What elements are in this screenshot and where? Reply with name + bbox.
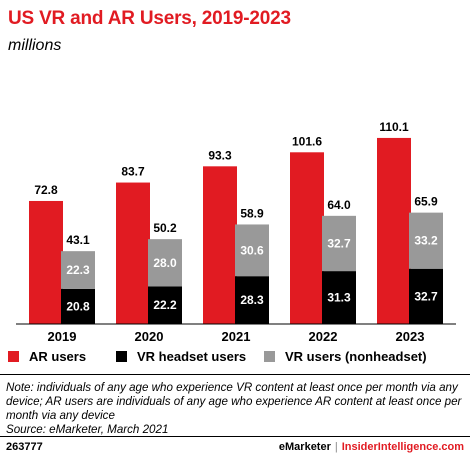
bar-ar-2020 bbox=[116, 182, 150, 324]
label-vr-headset-2023: 32.7 bbox=[414, 289, 438, 303]
footer: 263777 eMarketer | InsiderIntelligence.com bbox=[0, 438, 470, 457]
legend-swatch-ar bbox=[8, 351, 19, 362]
label-ar-2020: 83.7 bbox=[121, 165, 145, 179]
bar-vr-headset-2021 bbox=[235, 276, 269, 324]
x-tick-label-2020: 2020 bbox=[135, 329, 164, 344]
note-line: Note: individuals of any age who experie… bbox=[6, 381, 458, 394]
bar-vr-nonheadset-2023 bbox=[409, 212, 443, 269]
label-vr-nonheadset-2021: 30.6 bbox=[240, 243, 264, 257]
bar-vr-headset-2019 bbox=[61, 288, 95, 324]
label-vr-nonheadset-2023: 33.2 bbox=[414, 234, 438, 248]
legend: AR users VR headset users VR users (nonh… bbox=[8, 349, 468, 369]
bar-chart: 72.8 20.8 22.3 43.1 2019 83.7 22.2 28.0 50.2 2020… bbox=[16, 120, 456, 344]
x-tick-label-2021: 2021 bbox=[222, 329, 251, 344]
legend-label-vr-headset: VR headset users bbox=[137, 349, 247, 364]
label-vr-nonheadset-2020: 28.0 bbox=[153, 256, 177, 270]
label-vr-total-2019: 43.1 bbox=[66, 233, 90, 247]
label-vr-total-2023: 65.9 bbox=[414, 195, 438, 209]
bar-vr-nonheadset-2019 bbox=[61, 251, 95, 289]
label-vr-total-2022: 64.0 bbox=[327, 198, 351, 212]
x-tick-label-2022: 2022 bbox=[309, 329, 338, 344]
chart-subtitle: millions bbox=[8, 37, 62, 54]
label-vr-headset-2021: 28.3 bbox=[240, 293, 264, 307]
bar-vr-headset-2022 bbox=[322, 271, 356, 324]
note-line: device; AR users are individuals of any … bbox=[6, 395, 462, 408]
legend-item-ar: AR users bbox=[8, 349, 86, 364]
chart-title: US VR and AR Users, 2019-2023 bbox=[8, 8, 291, 29]
source-line: Source: eMarketer, March 2021 bbox=[6, 423, 169, 436]
bar-vr-nonheadset-2021 bbox=[235, 224, 269, 277]
brand: eMarketer | InsiderIntelligence.com bbox=[279, 441, 464, 453]
label-ar-2021: 93.3 bbox=[208, 148, 232, 162]
legend-swatch-vr-nonheadset bbox=[264, 351, 275, 362]
divider-bottom bbox=[0, 436, 470, 437]
legend-swatch-vr-headset bbox=[116, 351, 127, 362]
label-vr-total-2020: 50.2 bbox=[153, 221, 177, 235]
x-tick-label-2019: 2019 bbox=[48, 329, 77, 344]
bar-ar-2021 bbox=[203, 166, 237, 324]
figure-id: 263777 bbox=[6, 441, 43, 453]
x-tick-label-2023: 2023 bbox=[396, 329, 425, 344]
label-vr-headset-2019: 20.8 bbox=[66, 299, 90, 313]
bar-vr-headset-2020 bbox=[148, 286, 182, 324]
note-block: Note: individuals of any age who experie… bbox=[6, 381, 468, 437]
bar-ar-2022 bbox=[290, 152, 324, 324]
label-vr-headset-2022: 31.3 bbox=[327, 291, 351, 305]
label-vr-nonheadset-2019: 22.3 bbox=[66, 263, 90, 277]
label-vr-total-2021: 58.9 bbox=[240, 206, 264, 220]
label-vr-nonheadset-2022: 32.7 bbox=[327, 236, 351, 250]
bar-vr-nonheadset-2020 bbox=[148, 239, 182, 287]
label-ar-2019: 72.8 bbox=[34, 183, 58, 197]
legend-item-vr-headset: VR headset users bbox=[116, 349, 246, 364]
bar-vr-headset-2023 bbox=[409, 268, 443, 324]
bar-ar-2019 bbox=[29, 200, 63, 324]
bar-vr-nonheadset-2022 bbox=[322, 215, 356, 272]
brand-separator: | bbox=[334, 441, 338, 453]
legend-label-vr-nonheadset: VR users (nonheadset) bbox=[285, 349, 427, 364]
brand-emarketer: eMarketer bbox=[278, 441, 331, 453]
bar-ar-2023 bbox=[377, 137, 411, 324]
legend-label-ar: AR users bbox=[29, 349, 87, 364]
brand-insider-intelligence: InsiderIntelligence.com bbox=[341, 441, 464, 453]
label-vr-headset-2020: 22.2 bbox=[153, 298, 177, 312]
label-ar-2023: 110.1 bbox=[379, 120, 409, 134]
note-line: month via any device bbox=[6, 409, 115, 422]
legend-item-vr-nonheadset: VR users (nonheadset) bbox=[264, 349, 427, 364]
divider-top bbox=[0, 374, 470, 375]
label-ar-2022: 101.6 bbox=[292, 134, 322, 148]
